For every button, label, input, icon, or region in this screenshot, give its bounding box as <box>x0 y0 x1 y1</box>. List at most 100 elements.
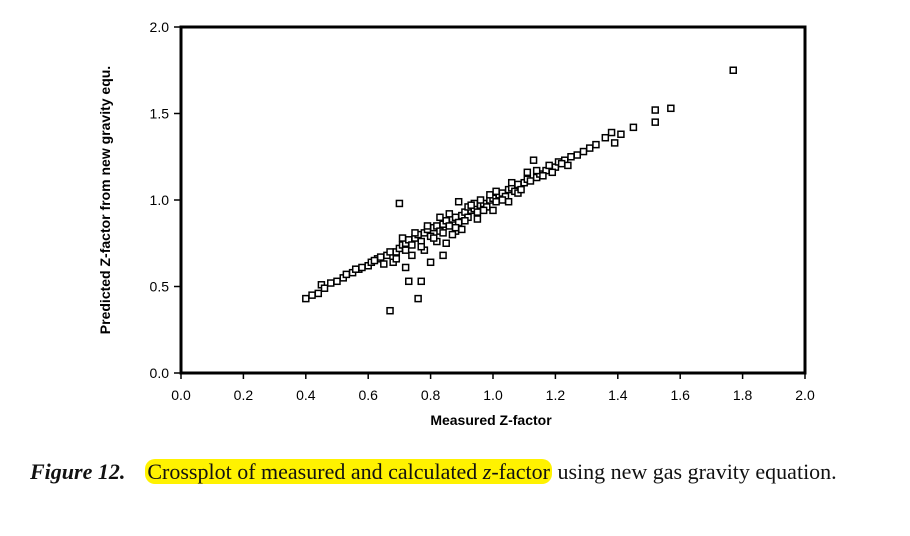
data-point <box>504 197 513 206</box>
data-point <box>401 263 410 272</box>
data-point <box>610 139 619 147</box>
data-point <box>467 201 475 209</box>
data-point <box>442 239 450 247</box>
data-point <box>607 128 616 137</box>
data-point <box>308 291 316 299</box>
data-point <box>414 294 422 303</box>
data-point <box>439 229 447 237</box>
x-tick-label: 1.0 <box>483 387 503 403</box>
x-axis-label: Measured Z-factor <box>430 412 552 428</box>
data-point <box>458 225 466 234</box>
data-point <box>523 168 532 177</box>
data-point <box>314 289 323 298</box>
data-point <box>486 191 494 199</box>
x-tick-label: 0.8 <box>421 387 441 403</box>
y-tick-label: 0.5 <box>150 279 170 295</box>
data-point <box>617 130 625 139</box>
data-point <box>380 260 388 268</box>
y-tick-label: 1.5 <box>150 106 170 122</box>
x-tick-label: 0.2 <box>234 387 254 403</box>
data-point <box>489 206 497 215</box>
data-point <box>532 166 541 175</box>
data-point <box>417 242 425 251</box>
data-point <box>557 159 566 168</box>
data-point <box>376 253 385 261</box>
data-point <box>567 153 575 161</box>
data-point <box>395 199 404 208</box>
x-tick-label: 0.6 <box>358 387 378 403</box>
data-point <box>461 217 469 225</box>
highlighted-caption-text: Crossplot of measured and calculated z-f… <box>145 459 552 484</box>
data-point <box>426 258 435 267</box>
data-point <box>405 277 413 286</box>
data-point <box>408 251 416 260</box>
y-tick-label: 1.0 <box>150 192 170 208</box>
caption-text-part1: Crossplot of measured and calculated <box>147 459 483 484</box>
data-point <box>327 279 335 287</box>
data-point <box>601 133 610 142</box>
data-point <box>386 306 394 315</box>
data-point <box>564 161 572 170</box>
data-point <box>492 197 500 206</box>
data-point <box>526 177 535 185</box>
data-point <box>592 140 600 149</box>
x-tick-label: 1.6 <box>670 387 690 403</box>
data-point <box>479 206 488 215</box>
data-point <box>320 284 329 292</box>
data-point <box>517 185 525 194</box>
data-point <box>651 118 659 126</box>
data-point <box>473 208 482 216</box>
data-point <box>729 66 737 74</box>
x-tick-label: 0.4 <box>296 387 316 403</box>
data-point <box>507 178 516 187</box>
x-tick-label: 0.0 <box>171 387 191 403</box>
figure-caption: Figure 12. Crossplot of measured and calc… <box>30 456 892 487</box>
data-point <box>548 168 557 177</box>
data-point <box>539 172 547 180</box>
data-point <box>573 151 581 159</box>
x-tick-label: 1.4 <box>608 387 628 403</box>
data-point <box>351 265 360 273</box>
data-point <box>473 215 482 223</box>
data-point <box>398 234 407 242</box>
data-point <box>476 196 485 204</box>
data-point <box>342 270 351 279</box>
figure-number: Figure 12. <box>30 459 126 484</box>
x-tick-label: 1.8 <box>733 387 753 403</box>
data-point <box>302 294 310 303</box>
plot-frame <box>179 25 807 375</box>
data-point <box>492 187 500 196</box>
data-point <box>417 277 425 286</box>
data-point <box>436 213 444 222</box>
data-point <box>392 255 401 263</box>
data-point <box>498 196 507 204</box>
y-tick-label: 2.0 <box>150 19 170 35</box>
x-tick-label: 2.0 <box>795 387 815 403</box>
data-point <box>579 147 588 156</box>
data-point <box>370 256 379 265</box>
data-point <box>358 263 366 272</box>
x-tick-label: 1.2 <box>546 387 566 403</box>
data-point <box>454 197 463 206</box>
data-point <box>651 106 659 114</box>
caption-text-rest: using new gas gravity equation. <box>551 459 837 484</box>
data-point <box>445 210 454 218</box>
caption-text-part2: -factor <box>491 459 550 484</box>
data-point <box>529 156 538 164</box>
data-point <box>667 104 675 113</box>
scatter-chart: 0.0 0.5 1.0 1.5 2.0 0.0 0.2 0.4 0.6 0.8 1.0 1.2 1.4… <box>97 19 815 428</box>
data-point <box>448 230 457 239</box>
data-point <box>545 161 553 170</box>
data-point <box>439 251 447 260</box>
data-point <box>429 234 438 242</box>
y-axis-label: Predicted Z-factor from new gravity equ. <box>97 66 113 334</box>
data-point <box>629 123 638 132</box>
data-point <box>423 222 432 230</box>
data-point <box>333 277 341 286</box>
data-point <box>445 222 454 230</box>
data-point <box>411 229 419 237</box>
caption-z-italic: z <box>482 459 492 484</box>
data-point <box>401 246 410 254</box>
y-tick-label: 0.0 <box>150 365 170 381</box>
data-point <box>408 241 416 249</box>
